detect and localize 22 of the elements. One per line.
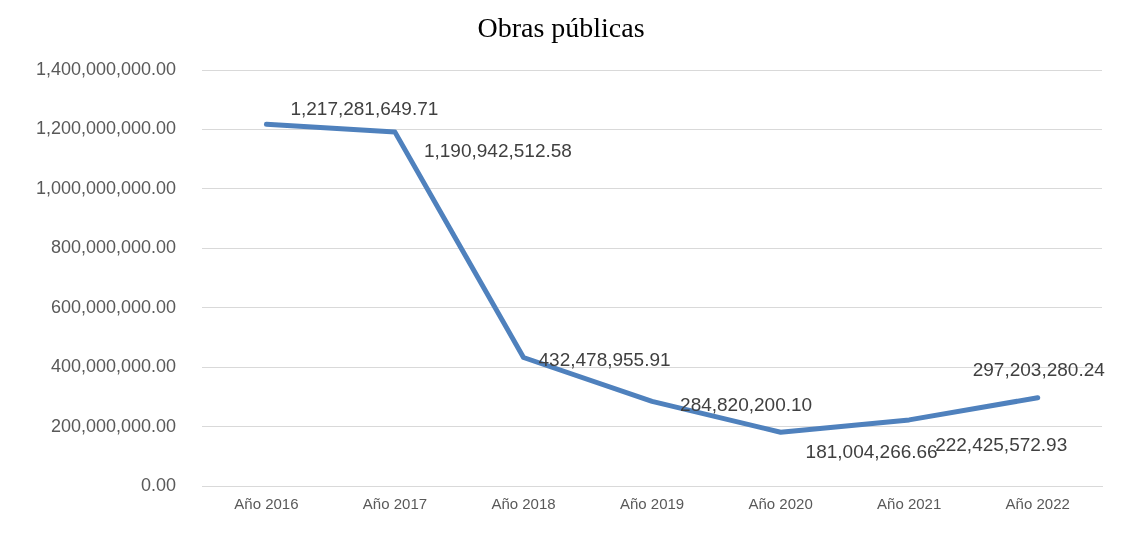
data-label: 1,217,281,649.71 bbox=[290, 97, 439, 119]
x-tick-label: Año 2017 bbox=[362, 495, 428, 513]
x-tick-label: Año 2020 bbox=[748, 495, 813, 513]
data-label: 432,478,955.91 bbox=[538, 348, 671, 370]
data-label: 181,004,266.66 bbox=[805, 441, 938, 463]
data-label: 284,820,200.10 bbox=[680, 393, 813, 415]
y-tick-label: 1,000,000,000.00 bbox=[35, 177, 177, 198]
x-tick-label: Año 2018 bbox=[491, 495, 556, 513]
chart-title: Obras públicas bbox=[476, 12, 646, 44]
y-tick-label: 0.00 bbox=[141, 474, 177, 495]
y-tick-label: 1,200,000,000.00 bbox=[35, 118, 177, 139]
y-tick-label: 200,000,000.00 bbox=[51, 415, 177, 436]
data-label: 1,190,942,512.58 bbox=[423, 140, 572, 162]
x-tick-label: Año 2019 bbox=[619, 495, 685, 513]
y-tick-label: 600,000,000.00 bbox=[51, 296, 177, 317]
x-tick-label: Año 2022 bbox=[1005, 495, 1070, 513]
y-tick-label: 800,000,000.00 bbox=[51, 237, 177, 258]
x-tick-label: Año 2021 bbox=[877, 495, 942, 513]
x-tick-label: Año 2016 bbox=[234, 495, 299, 513]
y-tick-label: 400,000,000.00 bbox=[51, 356, 177, 377]
y-tick-label: 1,400,000,000.00 bbox=[35, 58, 177, 79]
data-label: 297,203,280.24 bbox=[972, 358, 1106, 380]
